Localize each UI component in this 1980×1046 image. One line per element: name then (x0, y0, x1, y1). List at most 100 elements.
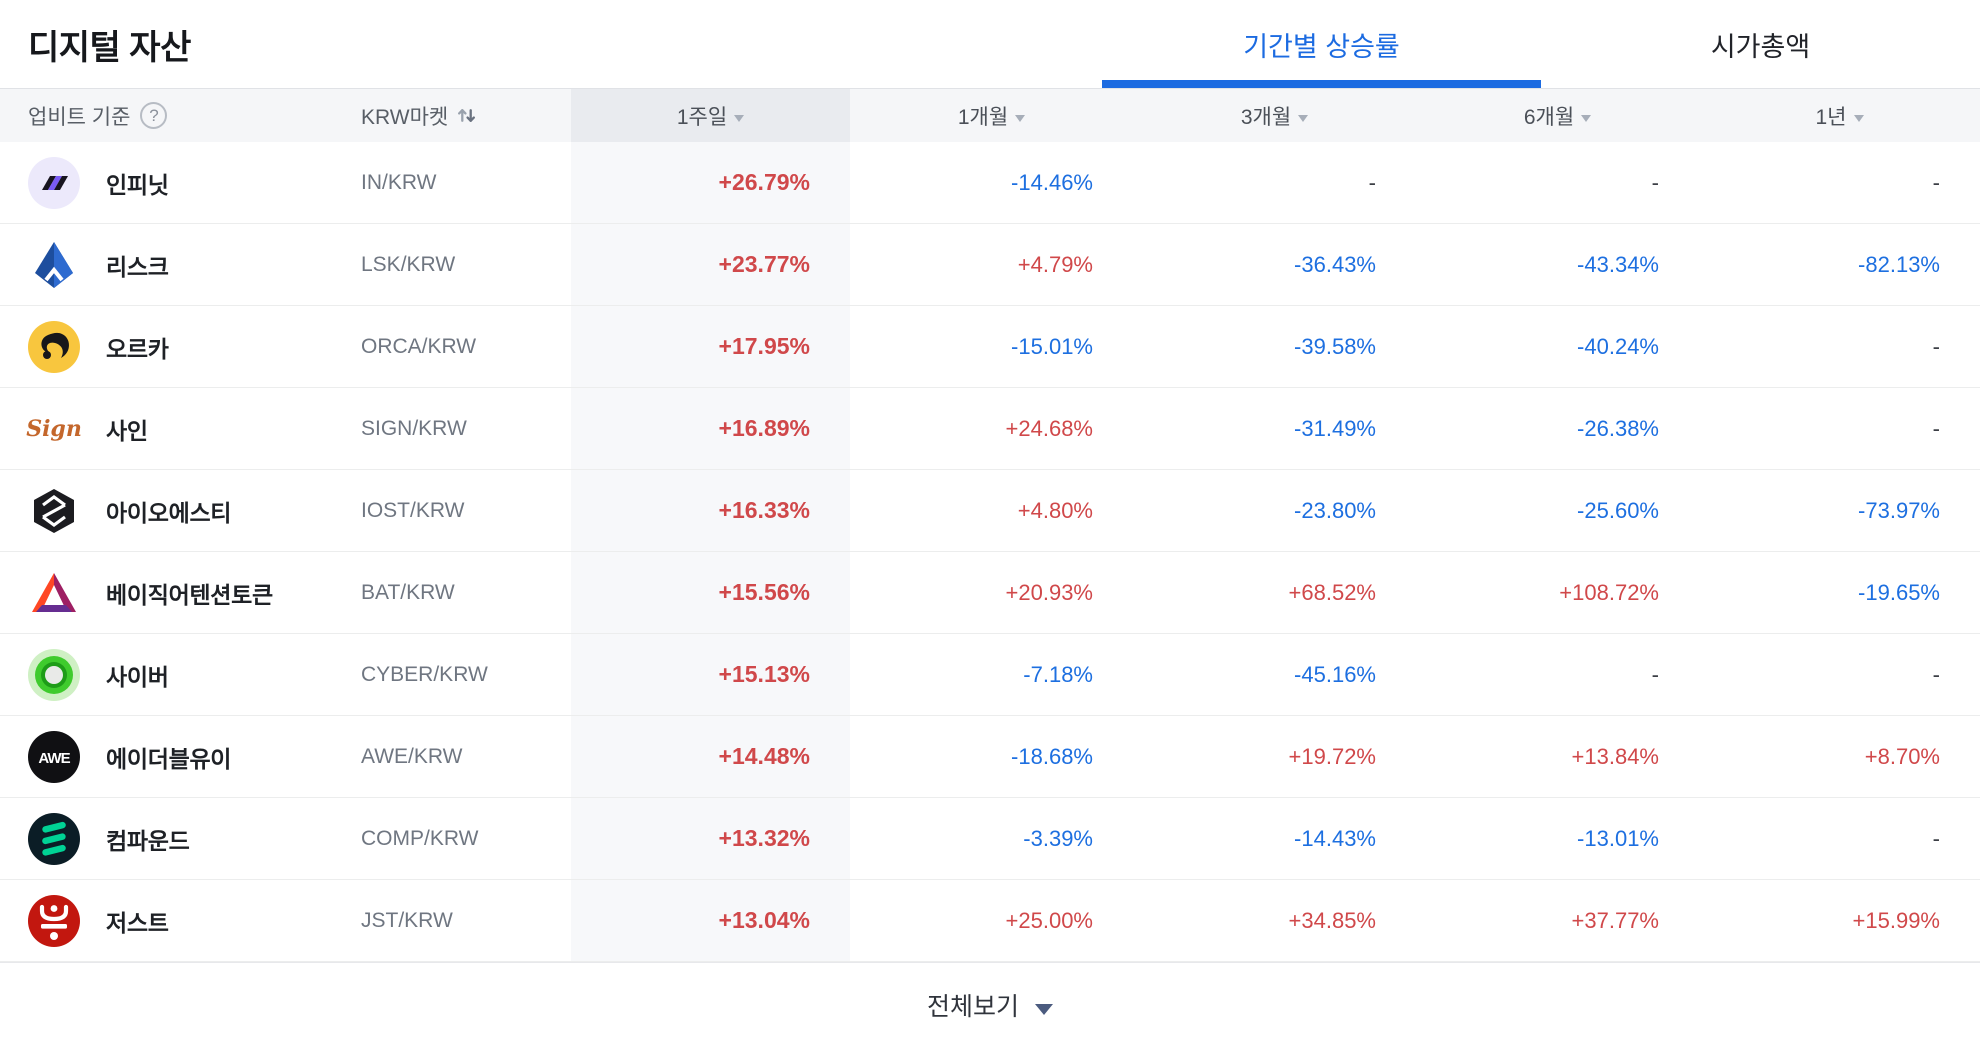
coin-cell: 저스트 (0, 880, 355, 961)
table-row[interactable]: 아이오에스티 IOST/KRW +16.33% +4.80% -23.80% -25.6… (0, 470, 1980, 552)
help-icon[interactable]: ? (140, 102, 168, 129)
table-row[interactable]: 인피닛 IN/KRW +26.79% -14.46% - - - (0, 142, 1980, 224)
view-all-label: 전체보기 (926, 992, 1019, 1021)
table-row[interactable]: 저스트 JST/KRW +13.04% +25.00% +34.85% +37.77% +… (0, 880, 1980, 962)
table-footer: 전체보기 (0, 962, 1980, 1046)
table-row[interactable]: 오르카 ORCA/KRW +17.95% -15.01% -39.58% -40.24%… (0, 306, 1980, 388)
header-period-1year[interactable]: 1년 (1699, 89, 1980, 142)
market-pair: SIGN/KRW (361, 416, 467, 440)
sort-swap-icon (456, 105, 477, 126)
return-value-6month: -43.34% (1577, 251, 1659, 277)
header-basis: 업비트 기준 ? (0, 89, 355, 142)
return-value-1year: - (1932, 169, 1940, 195)
tab-bar: 기간별 상승률 시가총액 (1102, 0, 1980, 88)
table-body: 인피닛 IN/KRW +26.79% -14.46% - - - 리스크 LSK/KRW +… (0, 142, 1980, 962)
return-value-1month: -14.46% (1011, 169, 1093, 195)
market-pair: COMP/KRW (361, 826, 479, 850)
header-period-3month[interactable]: 3개월 (1133, 89, 1416, 142)
return-value-1month: +24.68% (1005, 415, 1093, 441)
coin-cell: 컴파운드 (0, 798, 355, 879)
cyber-coin-icon (28, 648, 80, 701)
return-value-1month: -18.68% (1011, 743, 1093, 769)
sort-caret-icon (734, 115, 745, 122)
sign-coin-icon: Sign (26, 415, 82, 442)
return-value-6month: -40.24% (1577, 333, 1659, 359)
return-value-1year: -19.65% (1858, 579, 1940, 605)
return-value-3month: - (1368, 169, 1376, 195)
tab-period-returns-label: 기간별 상승률 (1243, 31, 1400, 62)
return-value-6month: - (1651, 661, 1659, 687)
return-value-3month: -31.49% (1294, 415, 1376, 441)
return-value-1month: +20.93% (1005, 579, 1093, 605)
coin-name: 에이더블유이 (106, 745, 232, 772)
return-value-3month: +34.85% (1288, 907, 1376, 933)
coin-name: 오르카 (106, 335, 169, 362)
table-row[interactable]: 리스크 LSK/KRW +23.77% +4.79% -36.43% -43.34% -8… (0, 224, 1980, 306)
market-pair: IOST/KRW (361, 498, 465, 522)
header-period-6month[interactable]: 6개월 (1416, 89, 1699, 142)
table-header: 업비트 기준 ? KRW마켓 1주일 1개월 3개월 (0, 88, 1980, 142)
bat-coin-icon (28, 567, 80, 619)
return-value-1week: +16.33% (571, 470, 850, 551)
coin-name: 사인 (106, 417, 148, 444)
return-value-3month: -23.80% (1294, 497, 1376, 523)
return-value-1week: +15.56% (571, 552, 850, 633)
return-value-1month: -3.39% (1023, 825, 1093, 851)
coin-name: 아이오에스티 (106, 499, 232, 526)
coin-name: 저스트 (106, 909, 169, 936)
return-value-3month: -36.43% (1294, 251, 1376, 277)
market-pair: LSK/KRW (361, 252, 456, 276)
return-value-1year: - (1932, 333, 1940, 359)
coin-name: 사이버 (106, 663, 169, 690)
return-value-1year: +15.99% (1852, 907, 1940, 933)
sort-caret-icon (1581, 115, 1592, 122)
return-value-6month: +37.77% (1571, 907, 1659, 933)
return-value-3month: -39.58% (1294, 333, 1376, 359)
coin-cell: 오르카 (0, 306, 355, 387)
topbar: 디지털 자산 기간별 상승률 시가총액 (0, 0, 1980, 88)
market-pair: IN/KRW (361, 170, 437, 194)
table-row[interactable]: 사이버 CYBER/KRW +15.13% -7.18% -45.16% - - (0, 634, 1980, 716)
table-row[interactable]: 베이직어텐션토큰 BAT/KRW +15.56% +20.93% +68.52% +10… (0, 552, 1980, 634)
iost-coin-icon (28, 485, 80, 537)
view-all-button[interactable]: 전체보기 (927, 987, 1053, 1023)
return-value-1month: +25.00% (1005, 907, 1093, 933)
market-pair: BAT/KRW (361, 580, 455, 604)
tab-period-returns[interactable]: 기간별 상승률 (1102, 0, 1541, 88)
coin-cell: 인피닛 (0, 142, 355, 223)
header-period-1month[interactable]: 1개월 (850, 89, 1133, 142)
lisk-coin-icon (28, 239, 80, 291)
table-row[interactable]: 컴파운드 COMP/KRW +13.32% -3.39% -14.43% -13.01%… (0, 798, 1980, 880)
tab-market-cap[interactable]: 시가총액 (1541, 0, 1980, 88)
tab-market-cap-label: 시가총액 (1710, 31, 1811, 62)
return-value-1year: - (1932, 415, 1940, 441)
header-market[interactable]: KRW마켓 (355, 89, 571, 142)
return-value-1month: -7.18% (1023, 661, 1093, 687)
table-row[interactable]: AWE 에이더블유이 AWE/KRW +14.48% -18.68% +19.72% +… (0, 716, 1980, 798)
market-pair: CYBER/KRW (361, 662, 488, 686)
return-value-1month: -15.01% (1011, 333, 1093, 359)
return-value-1month: +4.79% (1017, 251, 1093, 277)
return-value-6month: +13.84% (1571, 743, 1659, 769)
coin-name: 베이직어텐션토큰 (106, 581, 273, 608)
return-value-1week: +14.48% (571, 716, 850, 797)
sort-caret-icon (1853, 115, 1864, 122)
return-value-1year: - (1932, 825, 1940, 851)
return-value-1year: -82.13% (1858, 251, 1940, 277)
coin-cell: 사이버 (0, 634, 355, 715)
orca-coin-icon (28, 320, 80, 373)
return-value-1year: -73.97% (1858, 497, 1940, 523)
return-value-1month: +4.80% (1017, 497, 1093, 523)
return-value-1week: +23.77% (571, 224, 850, 305)
table-row[interactable]: Sign 사인 SIGN/KRW +16.89% +24.68% -31.49% -26… (0, 388, 1980, 470)
chevron-down-icon (1035, 1004, 1053, 1015)
market-pair: AWE/KRW (361, 744, 463, 768)
comp-coin-icon (28, 812, 80, 865)
coin-cell: 리스크 (0, 224, 355, 305)
return-value-6month: - (1651, 169, 1659, 195)
header-period-1week[interactable]: 1주일 (571, 89, 850, 142)
return-value-1week: +13.04% (571, 880, 850, 961)
market-label: KRW마켓 (361, 105, 449, 129)
return-value-6month: -25.60% (1577, 497, 1659, 523)
